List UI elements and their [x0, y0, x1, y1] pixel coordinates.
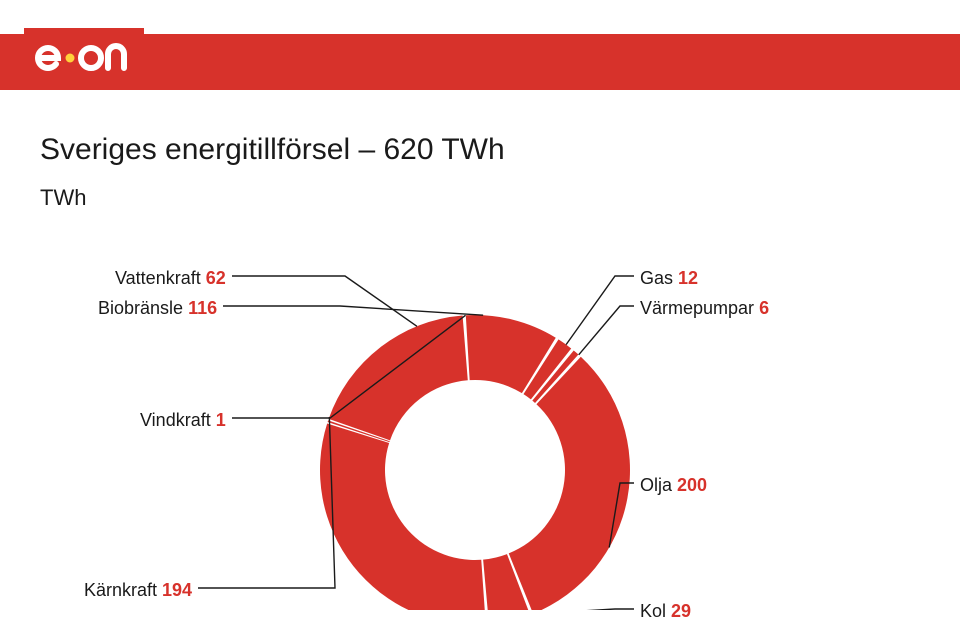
leader-karnkraft [198, 417, 335, 588]
label-name: Olja [640, 475, 677, 495]
leader-varmepumpar [579, 306, 634, 355]
label-value: 194 [162, 580, 192, 600]
label-name: Kärnkraft [84, 580, 162, 600]
label-vattenkraft: Vattenkraft 62 [115, 268, 226, 289]
label-value: 6 [759, 298, 769, 318]
leader-gas [566, 276, 634, 345]
label-name: Vattenkraft [115, 268, 206, 288]
label-value: 116 [188, 298, 217, 318]
label-name: Kol [640, 601, 671, 621]
label-name: Vindkraft [140, 410, 216, 430]
label-value: 29 [671, 601, 691, 621]
label-name: Gas [640, 268, 678, 288]
leader-vattenkraft [232, 276, 417, 326]
label-karnkraft: Kärnkraft 194 [84, 580, 192, 601]
label-biobransle: Biobränsle 116 [98, 298, 217, 319]
leader-biobransle [223, 306, 483, 315]
label-value: 62 [206, 268, 226, 288]
label-name: Värmepumpar [640, 298, 759, 318]
label-gas: Gas 12 [640, 268, 698, 289]
slice-biobransle [329, 315, 468, 440]
slice-karnkraft [320, 423, 486, 610]
label-vindkraft: Vindkraft 1 [140, 410, 226, 431]
label-olja: Olja 200 [640, 475, 707, 496]
label-name: Biobränsle [98, 298, 188, 318]
label-value: 12 [678, 268, 698, 288]
label-kol: Kol 29 [640, 601, 691, 622]
label-value: 200 [677, 475, 707, 495]
label-varmepumpar: Värmepumpar 6 [640, 298, 769, 319]
label-value: 1 [216, 410, 226, 430]
